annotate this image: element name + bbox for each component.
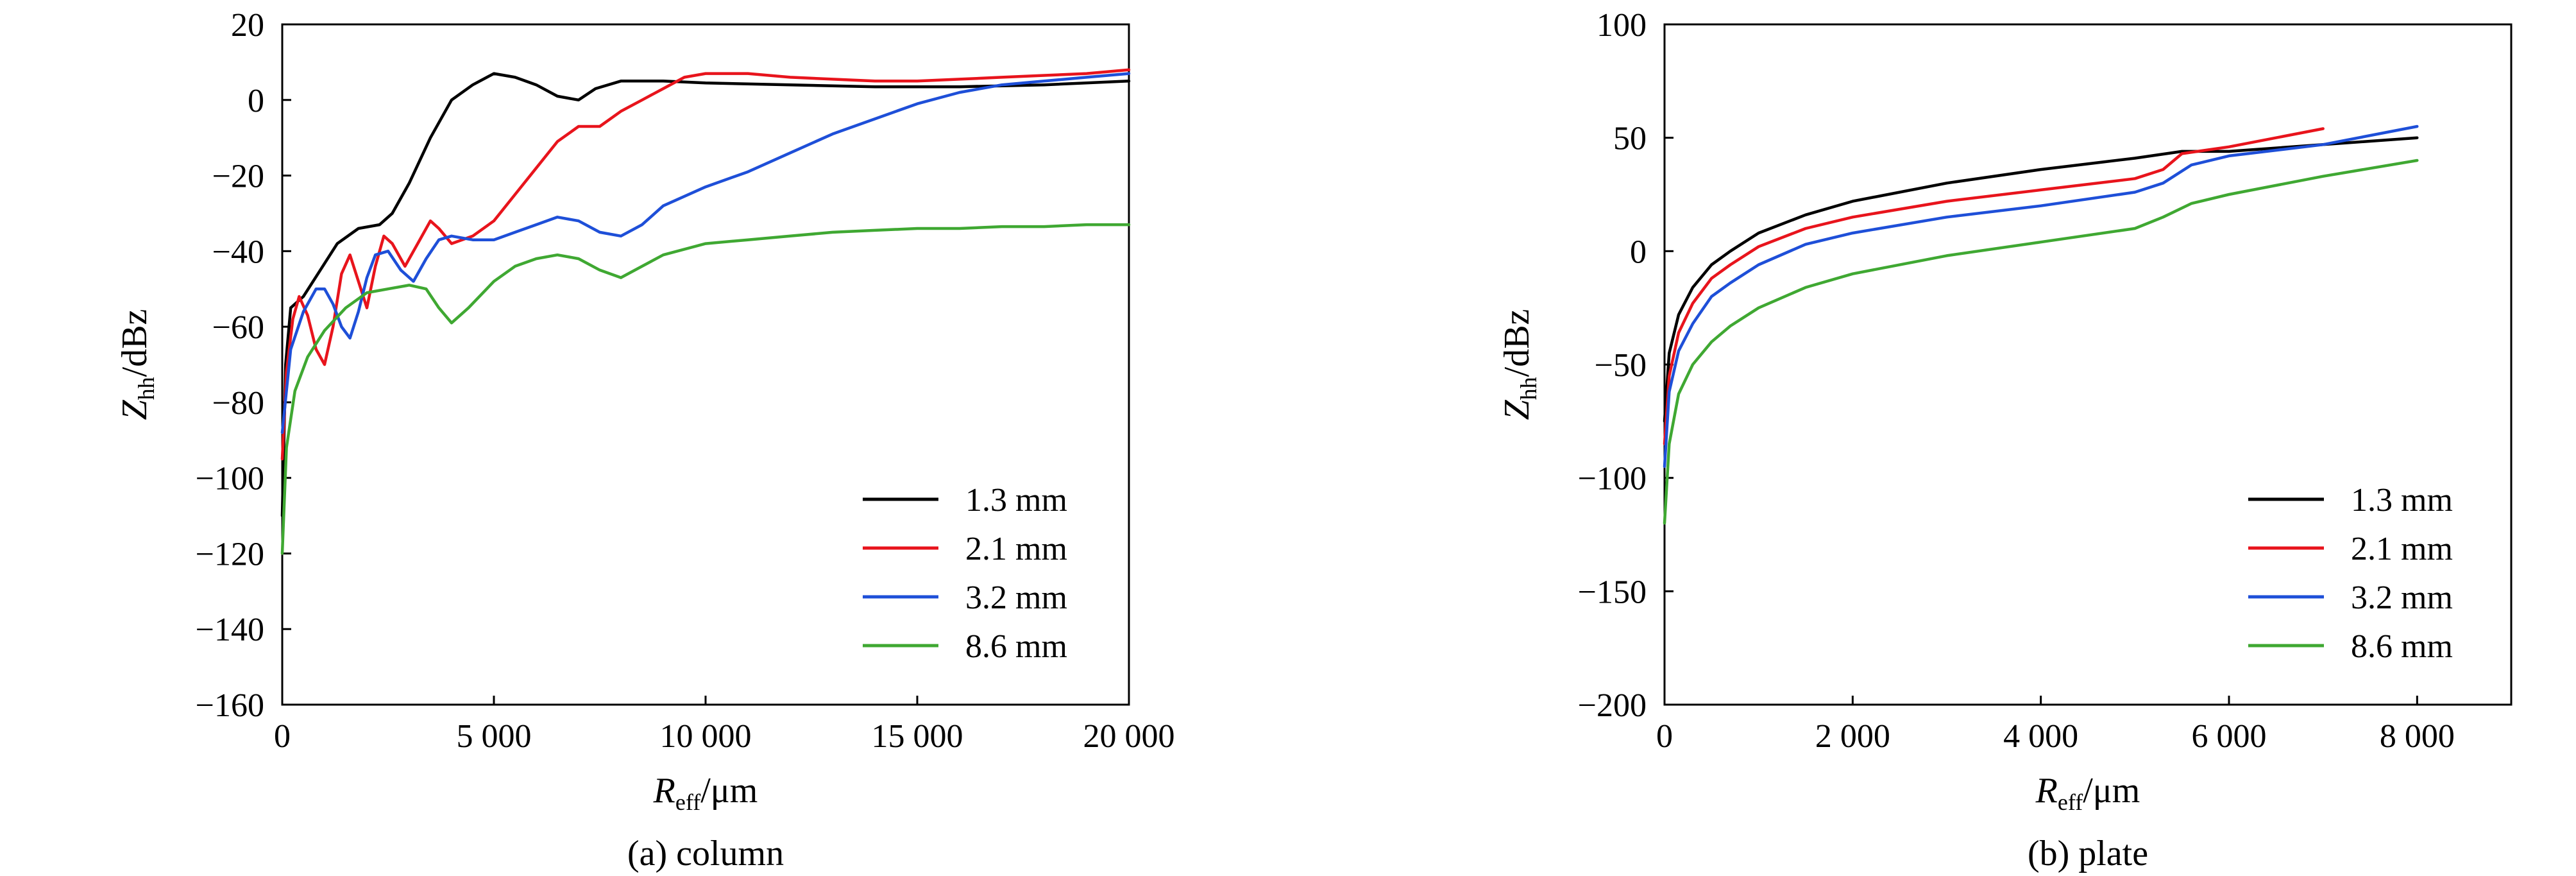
panel-b-y-tick-label: 0 (1630, 234, 1647, 270)
panel-b-series-line-3-2-mm (1663, 125, 2419, 468)
panel-a-y-tick-label: −40 (212, 234, 264, 270)
panel-b-y-axis-title: Zhh/dBz (1497, 309, 1541, 420)
panel-b-y-tick-label: −50 (1595, 347, 1647, 384)
panel-a-y-tick-label: −120 (196, 536, 264, 572)
panel-b-y-axis-symbol: Z (1497, 399, 1537, 420)
panel-b-y-tick-label: −200 (1578, 687, 1647, 724)
panel-a-legend-label: 8.6 mm (965, 628, 1067, 665)
panel-b-legend: 1.3 mm 2.1 mm 3.2 mm 8.6 mm (2248, 482, 2453, 665)
panel-a-y-tick-label: −160 (196, 687, 264, 724)
panel-a-y-tick-label: 0 (248, 83, 264, 119)
panel-b-x-axis-unit: /μm (2083, 771, 2140, 811)
panel-a-x-tick-label: 10 000 (660, 718, 752, 755)
panel-b-x-tick-label: 8 000 (2380, 718, 2455, 755)
panel-b-legend-label: 1.3 mm (2351, 482, 2453, 519)
panel-a-legend: 1.3 mm 2.1 mm 3.2 mm 8.6 mm (863, 482, 1067, 665)
panel-b-y-tick-label: −100 (1578, 461, 1647, 497)
panel-b-x-tick-label: 0 (1656, 718, 1673, 755)
panel-b-y-axis-unit: /dBz (1497, 309, 1537, 377)
panel-a-series-line-8-6-mm (280, 223, 1131, 555)
panel-a-caption: (a) column (627, 834, 784, 873)
panel-a-y-tick-label: 20 (231, 7, 264, 44)
panel-b-y-tick-label: 50 (1613, 121, 1647, 157)
panel-a-x-tick-label: 15 000 (872, 718, 963, 755)
panel-a-y-tick-label: −20 (212, 159, 264, 195)
panel-a-y-tick-label: −80 (212, 385, 264, 422)
panel-a-column: 0 5 000 10 000 15 000 20 000 20 0 −20 −40 −60 −80 −… (115, 7, 1175, 873)
panel-b-y-tick-label: −150 (1578, 574, 1647, 610)
panel-a-x-tick-label: 0 (274, 718, 291, 755)
panel-a-x-axis-title: Reff/μm (653, 771, 758, 815)
panel-b-y-axis-subscript: hh (1516, 377, 1541, 400)
panel-a-y-axis-title: Zhh/dBz (115, 309, 159, 420)
panel-b-series-line-2-1-mm (1663, 127, 2325, 445)
panel-b-legend-label: 3.2 mm (2351, 580, 2453, 616)
panel-a-y-axis-symbol: Z (115, 399, 155, 420)
panel-b-series-line-8-6-mm (1663, 159, 2419, 525)
panel-a-y-axis-unit: /dBz (115, 309, 155, 377)
panel-b-x-axis-subscript: eff (2058, 789, 2083, 815)
panel-a-x-tick-label: 5 000 (457, 718, 532, 755)
panel-b-x-tick-label: 6 000 (2192, 718, 2267, 755)
panel-b-legend-label: 8.6 mm (2351, 628, 2453, 665)
panel-b-x-axis-symbol: R (2035, 771, 2058, 811)
panel-a-x-axis-subscript: eff (675, 789, 700, 815)
panel-a-x-axis-unit: /μm (700, 771, 758, 811)
panel-b-x-tick-label: 4 000 (2003, 718, 2078, 755)
panel-a-x-tick-label: 20 000 (1083, 718, 1175, 755)
panel-a-series-line-3-2-mm (280, 72, 1131, 434)
panel-a-legend-label: 3.2 mm (965, 580, 1067, 616)
panel-b-legend-label: 2.1 mm (2351, 531, 2453, 567)
panel-a-legend-label: 2.1 mm (965, 531, 1067, 567)
panel-b-x-axis-title: Reff/μm (2035, 771, 2140, 815)
panel-a-y-axis-subscript: hh (133, 377, 159, 400)
panel-a-y-tick-label: −60 (212, 309, 264, 346)
panel-b-caption: (b) plate (2028, 834, 2148, 873)
panel-a-y-tick-label: −140 (196, 612, 264, 648)
panel-a-legend-label: 1.3 mm (965, 482, 1067, 519)
panel-a-series-line-1-3-mm (280, 72, 1131, 517)
panel-b-y-tick-label: 100 (1597, 7, 1647, 44)
panel-a-x-axis-symbol: R (653, 771, 675, 811)
panel-a-series-line-2-1-mm (280, 68, 1131, 461)
panel-b-plate: 0 2 000 4 000 6 000 8 000 100 50 0 −50 −100 −150 −2… (1497, 7, 2512, 873)
panel-a-y-tick-label: −100 (196, 461, 264, 497)
panel-b-x-tick-label: 2 000 (1815, 718, 1890, 755)
